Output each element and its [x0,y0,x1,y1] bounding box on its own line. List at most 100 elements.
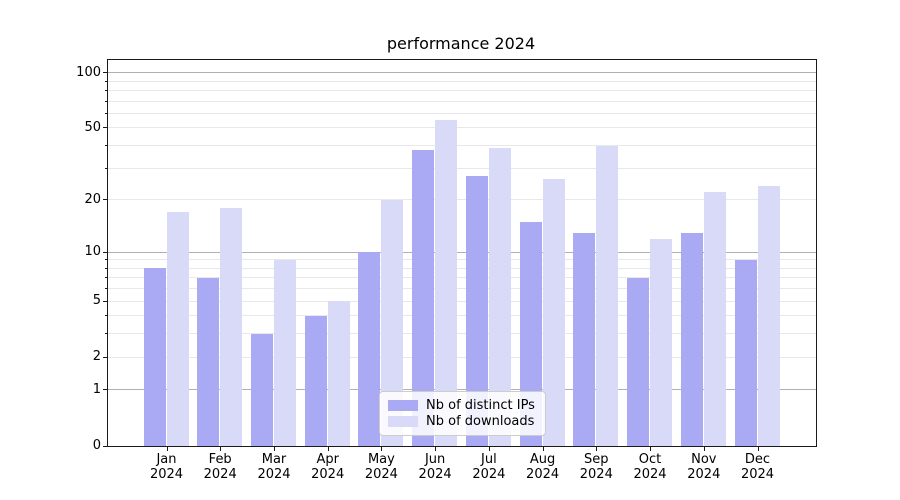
legend-swatch-downloads [388,416,418,428]
bar-distinct-ips-jan [143,268,166,446]
y-minor-tick-60 [105,112,107,114]
bar-downloads-oct [650,238,672,446]
x-tick-nov [703,447,705,451]
x-tick-label-apr: Apr 2024 [311,452,345,482]
x-tick-feb [220,447,222,451]
x-tick-label-may: May 2024 [364,452,398,482]
x-tick-label-aug: Aug 2024 [526,452,560,482]
gridline-7 [108,277,816,279]
gridline-2 [108,356,816,358]
y-tick-20 [103,199,107,201]
gridline-40 [108,145,816,146]
bar-distinct-ips-may [358,252,381,446]
gridline-90 [108,80,816,82]
bar-distinct-ips-sep [573,232,596,446]
y-minor-tick-90 [105,80,107,82]
gridline-9 [108,259,816,261]
legend-swatch-distinct-ips [388,399,418,411]
x-tick-label-nov: Nov 2024 [687,452,721,482]
legend-item-distinct-ips: Nb of distinct IPs [388,397,537,413]
legend-item-downloads: Nb of downloads [388,414,537,430]
bar-downloads-jul [488,147,511,446]
bar-downloads-aug [542,179,565,446]
bar-downloads-dec [757,185,780,446]
x-tick-label-jan: Jan 2024 [149,452,184,482]
y-tick-label-100: 100 [76,64,101,80]
gridline-60 [108,112,816,114]
gridline-20 [108,199,816,201]
gridline-10 [108,251,816,253]
bar-distinct-ips-jun [412,149,435,446]
x-tick-oct [650,447,651,451]
bar-distinct-ips-apr [304,315,327,446]
bar-downloads-apr [327,301,350,446]
y-minor-tick-6 [105,288,107,290]
y-tick-100 [103,72,107,74]
legend-label-downloads: Nb of downloads [426,414,535,430]
x-tick-label-feb: Feb 2024 [203,452,237,482]
y-tick-0 [103,445,107,447]
y-tick-10 [103,251,107,253]
gridline-4 [108,315,816,317]
y-tick-label-5: 5 [92,293,101,308]
legend-label-distinct-ips: Nb of distinct IPs [426,397,535,413]
x-tick-label-jul: Jul 2024 [472,452,506,482]
y-tick-label-0: 0 [92,438,101,453]
y-minor-tick-7 [105,277,107,279]
y-minor-tick-80 [105,89,107,91]
y-tick-label-10: 10 [84,244,101,259]
y-minor-tick-4 [105,315,107,317]
x-tick-label-jun: Jun 2024 [418,452,452,482]
bar-distinct-ips-feb [197,277,220,446]
bar-distinct-ips-nov [680,232,703,446]
bar-distinct-ips-jul [465,176,488,446]
x-tick-label-oct: Oct 2024 [633,452,667,482]
y-tick-label-1: 1 [92,381,101,397]
x-tick-apr [327,447,329,451]
bar-downloads-feb [220,207,243,446]
bar-downloads-sep [596,145,619,446]
y-tick-label-2: 2 [92,349,101,365]
gridline-1 [108,389,816,391]
bar-downloads-may [381,199,404,446]
y-minor-tick-30 [105,167,107,169]
y-minor-tick-9 [105,259,107,261]
y-minor-tick-3 [105,333,107,335]
gridline-30 [108,167,816,169]
bar-distinct-ips-oct [627,277,649,446]
y-tick-label-20: 20 [84,191,101,207]
x-tick-jan [166,447,168,451]
gridline-100 [108,72,816,74]
x-tick-dec [757,447,759,451]
bar-distinct-ips-mar [251,333,273,446]
bar-downloads-jan [166,212,189,446]
bar-distinct-ips-aug [519,221,542,446]
y-minor-tick-40 [105,145,107,146]
gridline-70 [108,100,816,102]
bar-downloads-jun [435,120,458,446]
x-tick-label-dec: Dec 2024 [740,452,775,482]
x-tick-mar [274,447,275,451]
x-tick-jul [488,447,490,451]
x-tick-aug [542,447,544,451]
y-minor-tick-70 [105,100,107,102]
x-tick-label-mar: Mar 2024 [257,452,291,482]
bar-downloads-nov [703,192,726,446]
bar-distinct-ips-dec [734,259,757,446]
gridline-8 [108,267,816,269]
y-tick-2 [103,356,107,358]
y-tick-50 [103,127,107,129]
gridline-50 [108,127,816,129]
gridline-5 [108,300,816,302]
bar-downloads-mar [274,259,296,446]
x-tick-may [381,447,383,451]
chart-title: performance 2024 [386,34,536,53]
y-tick-label-50: 50 [84,119,101,135]
x-tick-label-sep: Sep 2024 [579,452,613,482]
legend: Nb of distinct IPs Nb of downloads [379,391,546,436]
x-tick-sep [596,447,598,451]
gridline-6 [108,288,816,290]
plot-area: 0 1 2 5 10 20 50 100 Jan 2024 Feb 2024 Mar 2024 Apr 20… [76,59,817,482]
y-tick-1 [103,389,107,391]
